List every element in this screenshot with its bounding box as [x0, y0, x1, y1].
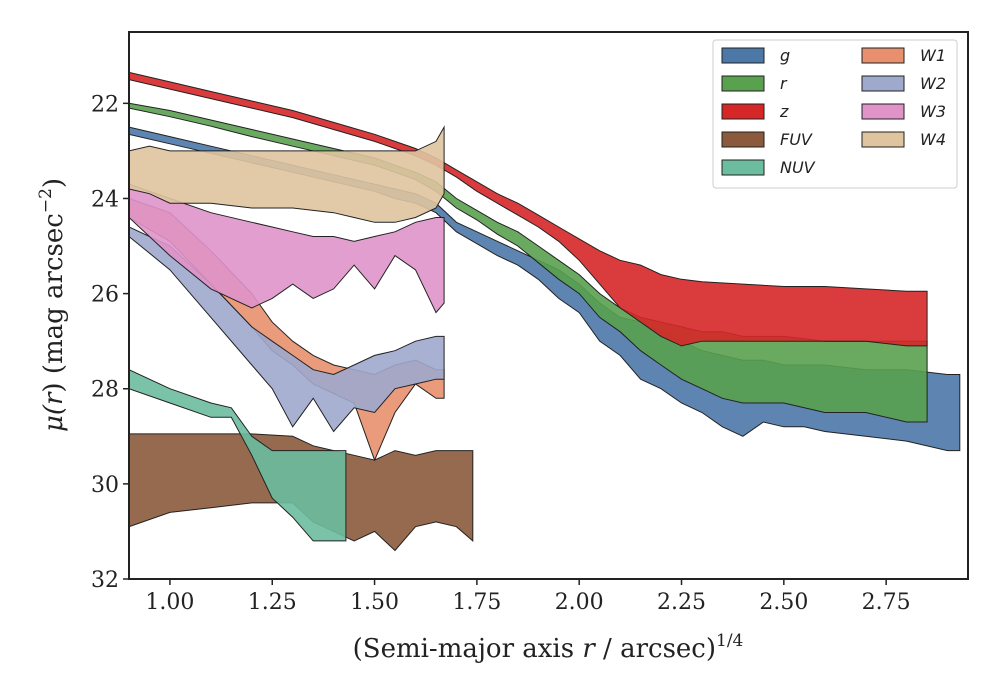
- legend-swatch: [721, 75, 765, 92]
- legend-swatch: [861, 131, 905, 148]
- x-tick-label: 1.50: [350, 590, 399, 615]
- legend-swatch: [721, 47, 765, 64]
- y-tick-label: 26: [91, 283, 119, 308]
- x-tick-label: 1.25: [248, 590, 297, 615]
- legend-swatch: [721, 131, 765, 148]
- legend-swatch: [861, 75, 905, 92]
- band-w2: [129, 226, 445, 433]
- x-tick-label: 2.00: [555, 590, 604, 615]
- x-tick-label: 1.00: [145, 590, 194, 615]
- y-tick-label: 22: [91, 92, 119, 117]
- y-tick-label: 24: [91, 187, 119, 212]
- legend: grz FUV NUV W1 W2 W3 W4: [712, 39, 958, 189]
- x-tick-label: 2.25: [657, 590, 706, 615]
- legend-label: g: [780, 46, 790, 65]
- y-tick-label: 28: [91, 378, 119, 403]
- band-w3: [129, 183, 445, 314]
- legend-label: r: [780, 74, 788, 93]
- legend-label: z: [779, 102, 789, 121]
- legend-label: NUV: [780, 158, 816, 177]
- y-tick-label: 30: [91, 473, 119, 498]
- legend-swatch: [861, 47, 905, 64]
- y-axis: 22 24 26 28 30 32: [91, 92, 129, 593]
- band-w4: [129, 125, 445, 223]
- legend-label: W3: [920, 102, 946, 121]
- x-tick-label: 2.75: [862, 590, 911, 615]
- legend-swatch: [861, 103, 905, 120]
- legend-label: W1: [920, 46, 946, 65]
- x-axis-title: (Semi-major axis r / arcsec)1/4: [353, 631, 744, 664]
- y-axis-title: μ(r) (mag arcsec−2): [36, 178, 69, 432]
- x-axis: 1.00 1.25 1.50 1.75 2.00 2.25 2.50 2.75: [145, 579, 911, 615]
- band-layer: [129, 71, 961, 552]
- legend-label: FUV: [780, 130, 813, 149]
- y-tick-label: 32: [91, 568, 119, 593]
- legend-swatch: [721, 103, 765, 120]
- legend-swatch: [721, 159, 765, 176]
- legend-label: W4: [920, 130, 946, 149]
- band-nuv: [129, 369, 347, 542]
- plot-frame: [128, 31, 969, 580]
- x-tick-label: 1.75: [452, 590, 501, 615]
- legend-label: W2: [920, 74, 946, 93]
- x-tick-label: 2.50: [759, 590, 808, 615]
